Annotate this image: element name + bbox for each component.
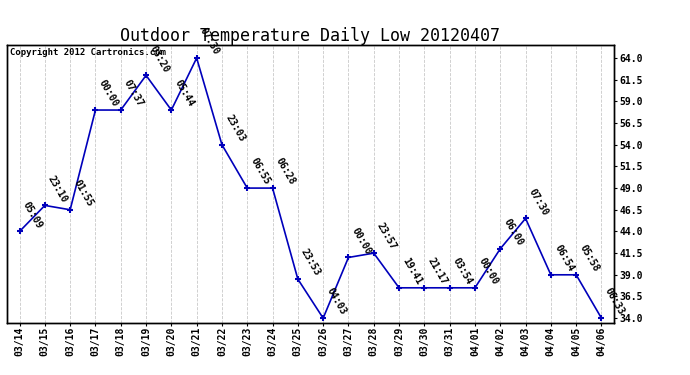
Text: 00:00: 00:00 xyxy=(97,78,120,109)
Text: 23:10: 23:10 xyxy=(46,174,70,204)
Text: 07:37: 07:37 xyxy=(122,78,146,109)
Text: 06:00: 06:00 xyxy=(502,217,525,248)
Text: 05:44: 05:44 xyxy=(172,78,196,109)
Text: 19:41: 19:41 xyxy=(400,256,424,286)
Text: 23:03: 23:03 xyxy=(224,113,247,143)
Text: 05:09: 05:09 xyxy=(21,200,44,230)
Text: 05:58: 05:58 xyxy=(578,243,601,273)
Text: 07:30: 07:30 xyxy=(198,26,221,57)
Text: 03:20: 03:20 xyxy=(148,44,171,74)
Text: 06:33: 06:33 xyxy=(603,286,627,317)
Text: 06:28: 06:28 xyxy=(274,156,297,187)
Text: 06:55: 06:55 xyxy=(248,156,272,187)
Text: Copyright 2012 Cartronics.com: Copyright 2012 Cartronics.com xyxy=(10,48,166,57)
Text: 07:30: 07:30 xyxy=(527,187,551,217)
Text: 00:00: 00:00 xyxy=(350,226,373,256)
Text: 01:55: 01:55 xyxy=(72,178,95,209)
Text: 06:54: 06:54 xyxy=(552,243,575,273)
Text: 00:00: 00:00 xyxy=(476,256,500,286)
Text: 03:54: 03:54 xyxy=(451,256,475,286)
Title: Outdoor Temperature Daily Low 20120407: Outdoor Temperature Daily Low 20120407 xyxy=(121,27,500,45)
Text: 04:03: 04:03 xyxy=(324,286,348,317)
Text: 23:57: 23:57 xyxy=(375,221,399,252)
Text: 21:17: 21:17 xyxy=(426,256,449,286)
Text: 23:53: 23:53 xyxy=(299,247,323,278)
